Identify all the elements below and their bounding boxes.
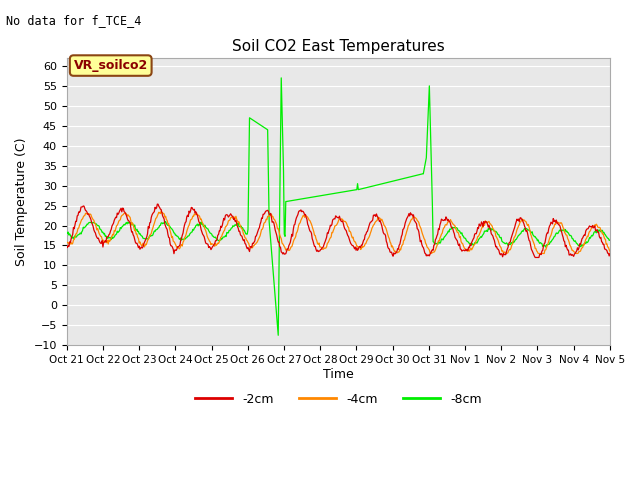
Title: Soil CO2 East Temperatures: Soil CO2 East Temperatures xyxy=(232,39,445,54)
Text: VR_soilco2: VR_soilco2 xyxy=(74,59,148,72)
Legend: -2cm, -4cm, -8cm: -2cm, -4cm, -8cm xyxy=(189,388,487,411)
X-axis label: Time: Time xyxy=(323,368,354,381)
Y-axis label: Soil Temperature (C): Soil Temperature (C) xyxy=(15,137,28,266)
Text: No data for f_TCE_4: No data for f_TCE_4 xyxy=(6,14,142,27)
